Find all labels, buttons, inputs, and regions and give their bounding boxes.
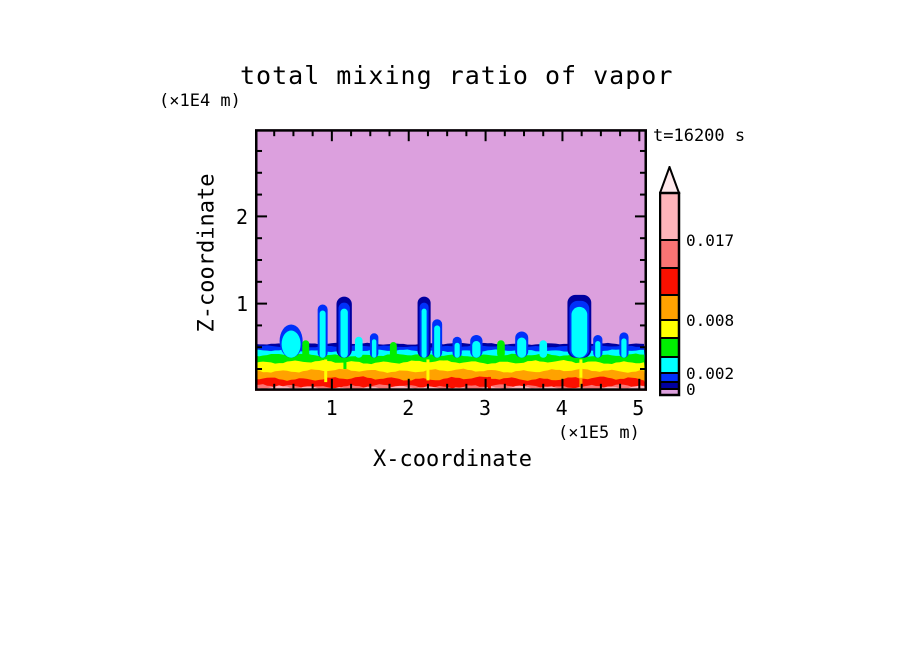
plume-blob (281, 330, 301, 358)
plot-area (255, 129, 647, 391)
colorbar-level-label: 0.017 (686, 231, 735, 250)
colorbar-segment (659, 192, 680, 241)
colorbar-segment (659, 267, 680, 296)
y-tick-label: 2 (235, 205, 248, 229)
y-axis-unit-label: (×1E4 m) (159, 91, 241, 111)
contour-plot (255, 129, 647, 391)
plume (517, 337, 527, 358)
colorbar-segment (659, 239, 680, 269)
contour-streak (343, 354, 347, 370)
plume (302, 340, 310, 358)
contour-streak (324, 359, 328, 383)
y-tick-label: 1 (235, 292, 248, 316)
x-tick-label: 1 (325, 396, 338, 420)
x-tick-label: 2 (402, 396, 415, 420)
x-tick-label: 3 (478, 396, 492, 420)
colorbar-overflow-arrow (659, 166, 681, 194)
colorbar-level-label: 0 (686, 380, 696, 399)
contour-streak (579, 359, 583, 378)
colorbar-level-label: 0.002 (686, 364, 735, 383)
plume (340, 308, 348, 358)
colorbar-segment (659, 381, 680, 390)
colorbar-segment (659, 294, 680, 321)
colorbar-frame (659, 191, 681, 397)
plume (595, 341, 601, 358)
plot-frame (255, 129, 647, 391)
x-axis-unit-label: (×1E5 m) (558, 423, 640, 443)
time-annotation: t=16200 s (653, 126, 746, 146)
plume (319, 310, 326, 358)
x-tick-label: 5 (632, 396, 645, 420)
x-tick-label: 4 (555, 396, 568, 420)
plume (539, 340, 548, 358)
colorbar-level-label: 0.008 (686, 311, 735, 330)
contour-streak (579, 368, 583, 388)
plume (571, 306, 588, 358)
x-axis-label: X-coordinate (373, 447, 532, 472)
colorbar (659, 166, 681, 397)
plume (454, 342, 460, 358)
colorbar-segment (659, 319, 680, 339)
colorbar-segment (659, 372, 680, 383)
colorbar-segment (659, 356, 680, 374)
plume (472, 341, 481, 358)
contour-streak (487, 376, 491, 390)
plume (621, 338, 627, 358)
plume (421, 308, 427, 358)
y-axis-label: Z-coordinate (194, 173, 220, 333)
chart-title: total mixing ratio of vapor (240, 61, 674, 90)
colorbar-segment (659, 337, 680, 358)
plume (389, 341, 397, 358)
contour-streak (426, 359, 430, 381)
plume (434, 325, 441, 358)
plume (497, 340, 505, 358)
plume (371, 339, 377, 358)
plume (354, 336, 363, 358)
